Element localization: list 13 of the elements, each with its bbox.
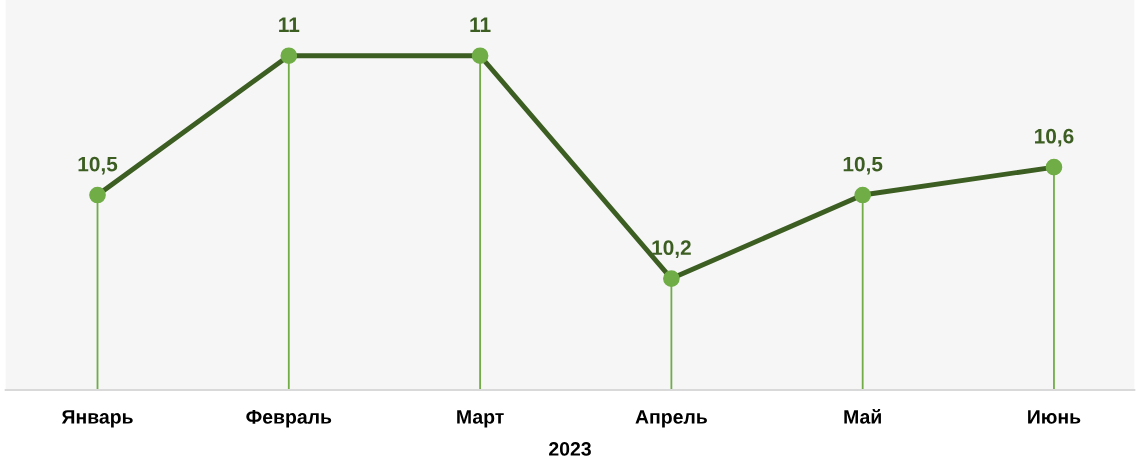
- data-label: 11: [279, 17, 300, 32]
- x-tick-label: Март: [457, 410, 504, 428]
- x-tick-label: Апрель: [635, 410, 707, 428]
- x-axis-title: 2023: [549, 442, 591, 456]
- data-label: 10,5: [78, 156, 118, 175]
- data-label: 10,2: [652, 240, 691, 259]
- data-label: 10,6: [1035, 128, 1074, 147]
- x-tick-label: Июнь: [1028, 410, 1081, 424]
- x-tick-label: Май: [844, 409, 881, 424]
- x-tick-label: Январь: [61, 410, 133, 428]
- data-label: 10,5: [843, 156, 883, 175]
- x-tick-label: Февраль: [246, 410, 332, 428]
- data-label: 11: [470, 17, 491, 32]
